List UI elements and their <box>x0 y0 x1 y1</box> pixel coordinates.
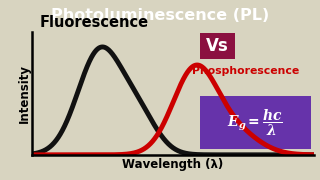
Text: Photoluminescence (PL): Photoluminescence (PL) <box>51 8 269 23</box>
Text: Fluorescence: Fluorescence <box>39 15 148 30</box>
Text: Phosphorescence: Phosphorescence <box>192 66 300 76</box>
Text: Vs: Vs <box>206 37 228 55</box>
X-axis label: Wavelength (λ): Wavelength (λ) <box>122 158 223 171</box>
FancyBboxPatch shape <box>200 96 311 149</box>
FancyBboxPatch shape <box>200 33 235 59</box>
Y-axis label: Intensity: Intensity <box>18 64 31 123</box>
Text: $\bfit{E}_{\bfit{g}} = \dfrac{\bfit{hc}}{\bfit{\lambda}}$: $\bfit{E}_{\bfit{g}} = \dfrac{\bfit{hc}}… <box>227 108 283 138</box>
